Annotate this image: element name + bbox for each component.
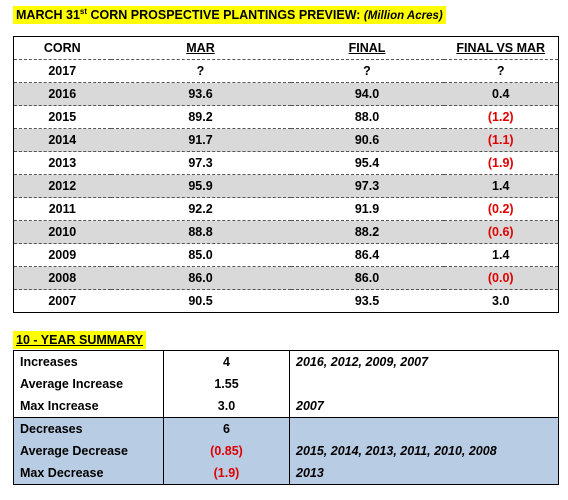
- table-row: 2007 90.5 93.5 3.0: [14, 290, 559, 313]
- diff-cell: (1.9): [443, 151, 559, 175]
- max-increase-value: 3.0: [163, 395, 290, 418]
- year-cell: 2013: [13, 151, 111, 175]
- year-cell: 2010: [13, 220, 111, 244]
- mar-cell: 93.6: [110, 82, 291, 106]
- summary-row-increases: Increases 4 2016, 2012, 2009, 2007: [13, 350, 559, 373]
- year-cell: 2012: [13, 174, 111, 198]
- final-cell: 88.0: [290, 105, 444, 129]
- year-cell: 2009: [13, 243, 111, 267]
- table-row: 2012 95.9 97.3 1.4: [13, 174, 559, 198]
- table-header-row: CORN MAR FINAL FINAL VS MAR: [13, 36, 559, 60]
- year-cell: 2007: [48, 294, 77, 308]
- header-corn: CORN: [13, 36, 111, 60]
- mar-cell: 90.5: [188, 294, 213, 308]
- avg-increase-years: [289, 373, 559, 395]
- diff-cell: 0.4: [443, 82, 559, 106]
- mar-cell: 88.8: [110, 220, 291, 244]
- summary-row-decreases: Decreases 6: [13, 417, 559, 440]
- avg-increase-value: 1.55: [163, 373, 290, 395]
- summary-title: 10 - YEAR SUMMARY: [13, 331, 147, 349]
- final-cell: 95.4: [290, 151, 444, 175]
- summary-row-avg-increase: Average Increase 1.55: [13, 373, 559, 395]
- decreases-label: Decreases: [13, 417, 164, 440]
- table-row: 2016 93.6 94.0 0.4: [13, 82, 559, 106]
- header-mar: MAR: [110, 36, 291, 60]
- diff-cell: (0.0): [443, 266, 559, 290]
- year-cell: 2015: [13, 105, 111, 129]
- increases-value: 4: [163, 350, 290, 373]
- diff-cell: 1.4: [443, 174, 559, 198]
- avg-decrease-value: (0.85): [163, 440, 290, 462]
- mar-cell: 86.0: [110, 266, 291, 290]
- header-final-vs-mar: FINAL VS MAR: [443, 36, 559, 60]
- year-cell: 2008: [13, 266, 111, 290]
- table-row: 2008 86.0 86.0 (0.0): [13, 266, 559, 290]
- increases-label: Increases: [13, 350, 164, 373]
- table-row: 2010 88.8 88.2 (0.6): [13, 220, 559, 244]
- avg-increase-label: Average Increase: [13, 373, 164, 395]
- year-cell: 2014: [13, 128, 111, 152]
- max-increase-year: 2007: [289, 395, 559, 418]
- final-cell: 88.2: [290, 220, 444, 244]
- mar-cell: 89.2: [110, 105, 291, 129]
- table-row: 2009 85.0 86.4 1.4: [13, 243, 559, 267]
- year-cell: 2016: [13, 82, 111, 106]
- mar-cell: 92.2: [110, 197, 291, 221]
- summary-table: Increases 4 2016, 2012, 2009, 2007 Avera…: [13, 350, 559, 485]
- final-cell: 97.3: [290, 174, 444, 198]
- diff-cell: (0.2): [443, 197, 559, 221]
- final-cell: 90.6: [290, 128, 444, 152]
- table-row: 2011 92.2 91.9 (0.2): [13, 197, 559, 221]
- final-cell: 91.9: [290, 197, 444, 221]
- max-decrease-value: (1.9): [163, 462, 290, 485]
- table-row: 2017 ? ? ?: [13, 59, 559, 83]
- max-decrease-year: 2013: [289, 462, 559, 485]
- summary-row-avg-decrease: Average Decrease (0.85) 2015, 2014, 2013…: [13, 440, 559, 462]
- mar-cell: 95.9: [110, 174, 291, 198]
- mar-cell: 97.3: [110, 151, 291, 175]
- max-decrease-label: Max Decrease: [13, 462, 164, 485]
- table-row: 2013 97.3 95.4 (1.9): [13, 151, 559, 175]
- year-cell: 2017: [13, 59, 111, 83]
- increases-years: 2016, 2012, 2009, 2007: [289, 350, 559, 373]
- diff-cell: (1.2): [443, 105, 559, 129]
- final-cell: 86.4: [290, 243, 444, 267]
- diff-cell: 3.0: [492, 294, 510, 308]
- mar-cell: 85.0: [110, 243, 291, 267]
- mar-cell: 91.7: [110, 128, 291, 152]
- final-cell: 93.5: [354, 294, 380, 308]
- mar-cell: ?: [110, 59, 291, 83]
- plantings-table: CORN MAR FINAL FINAL VS MAR 2017 ? ? ? 2…: [13, 36, 559, 313]
- decreases-value: 6: [163, 417, 290, 440]
- max-increase-label: Max Increase: [13, 395, 164, 418]
- decreases-years: [289, 417, 559, 440]
- final-cell: 86.0: [290, 266, 444, 290]
- final-cell: 94.0: [290, 82, 444, 106]
- summary-row-max-decrease: Max Decrease (1.9) 2013: [13, 462, 559, 485]
- avg-decrease-label: Average Decrease: [13, 440, 164, 462]
- header-final: FINAL: [290, 36, 444, 60]
- avg-decrease-years: 2015, 2014, 2013, 2011, 2010, 2008: [289, 440, 559, 462]
- diff-cell: ?: [443, 59, 559, 83]
- table-row: 2015 89.2 88.0 (1.2): [13, 105, 559, 129]
- year-cell: 2011: [13, 197, 111, 221]
- diff-cell: (1.1): [443, 128, 559, 152]
- summary-row-max-increase: Max Increase 3.0 2007: [13, 395, 559, 418]
- diff-cell: 1.4: [443, 243, 559, 267]
- final-cell: ?: [290, 59, 444, 83]
- page-title: MARCH 31st CORN PROSPECTIVE PLANTINGS PR…: [13, 6, 446, 24]
- diff-cell: (0.6): [443, 220, 559, 244]
- table-row: 2014 91.7 90.6 (1.1): [13, 128, 559, 152]
